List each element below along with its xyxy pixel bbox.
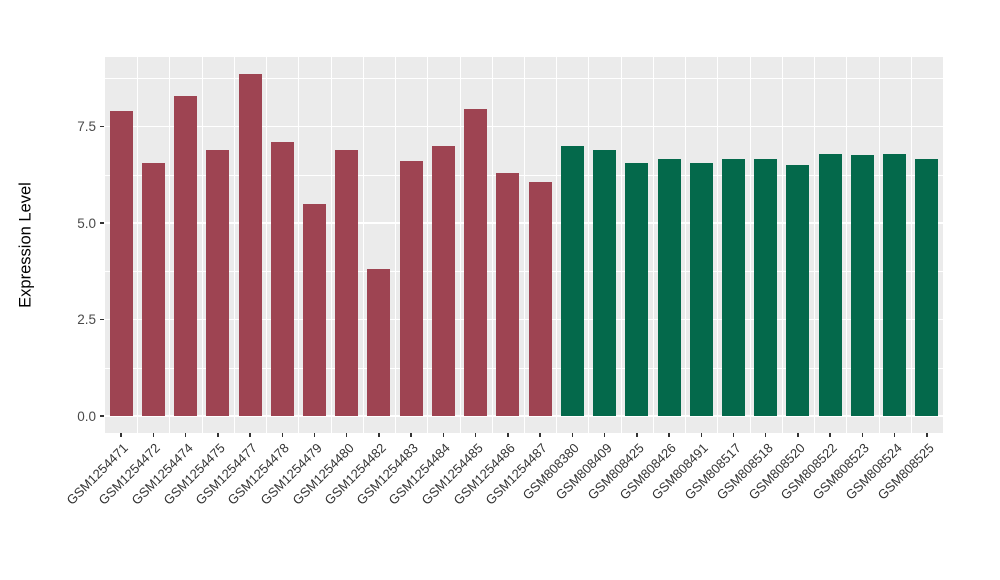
bar <box>141 163 165 416</box>
minor-gridline-vertical <box>233 57 235 433</box>
y-tick-label: 2.5 <box>77 312 96 327</box>
bar <box>625 163 649 416</box>
y-axis-tick <box>100 125 104 128</box>
bar <box>722 159 745 416</box>
minor-gridline-vertical <box>846 57 848 433</box>
y-axis-tick <box>100 222 104 224</box>
minor-gridline-vertical <box>491 57 493 433</box>
bar <box>850 155 874 416</box>
bar <box>431 145 455 416</box>
bar <box>399 161 423 416</box>
minor-gridline-vertical <box>749 57 751 433</box>
x-tick-label: GSM1254471 <box>63 440 132 508</box>
x-axis-tick <box>797 433 799 437</box>
x-axis-tick <box>410 433 412 437</box>
minor-gridline-vertical <box>459 57 461 433</box>
x-axis-tick <box>603 433 606 437</box>
x-axis-tick <box>861 433 864 437</box>
minor-gridline-vertical <box>814 57 816 433</box>
x-axis-tick <box>636 433 638 437</box>
minor-gridline-vertical <box>685 57 687 433</box>
x-axis-tick <box>571 433 574 437</box>
minor-gridline-vertical <box>717 57 719 433</box>
bar <box>109 111 133 416</box>
x-axis-tick <box>700 433 703 437</box>
bar <box>560 145 584 416</box>
bar <box>206 149 230 416</box>
x-axis-tick <box>345 433 348 437</box>
minor-gridline-vertical <box>137 57 139 433</box>
x-axis-tick <box>893 433 896 437</box>
minor-gridline-vertical <box>201 57 203 433</box>
minor-gridline-vertical <box>266 57 268 433</box>
x-axis-tick <box>829 433 831 437</box>
bar <box>174 95 198 416</box>
minor-gridline-vertical <box>556 57 558 433</box>
bar <box>593 149 617 416</box>
minor-gridline-vertical <box>362 57 364 433</box>
bar <box>883 153 907 416</box>
x-axis-tick <box>507 433 509 437</box>
bar <box>367 269 391 416</box>
bar <box>528 182 552 416</box>
y-tick-label: 0.0 <box>77 408 96 424</box>
minor-gridline-vertical <box>524 57 525 433</box>
y-tick-label: 7.5 <box>77 119 96 134</box>
bar <box>496 172 520 416</box>
minor-gridline-vertical <box>781 57 783 433</box>
x-axis-tick <box>732 433 735 437</box>
bar <box>754 159 778 416</box>
x-axis-tick <box>474 433 477 437</box>
y-tick-label: 5.0 <box>77 215 96 231</box>
bar <box>657 159 681 416</box>
x-axis-tick <box>152 433 155 437</box>
y-axis-tick <box>100 318 104 321</box>
bar <box>915 159 939 416</box>
bar <box>270 141 294 416</box>
x-axis-tick <box>249 433 251 437</box>
minor-gridline-vertical <box>427 57 429 433</box>
minor-gridline-vertical <box>620 57 622 433</box>
minor-gridline-vertical <box>588 57 590 433</box>
bar <box>689 163 713 416</box>
bar <box>786 165 810 416</box>
x-axis-tick <box>184 433 187 437</box>
x-axis-tick <box>120 433 122 437</box>
minor-gridline-vertical <box>395 57 397 433</box>
plot-panel <box>105 57 943 433</box>
x-axis-tick <box>313 433 316 437</box>
x-axis-tick <box>442 433 445 437</box>
bar <box>818 153 842 416</box>
x-axis-tick <box>926 433 928 437</box>
x-axis-tick <box>281 433 284 437</box>
x-axis-tick <box>668 433 670 437</box>
y-axis-title: Expression Level <box>16 182 35 308</box>
bar <box>238 74 262 416</box>
bar <box>335 149 359 416</box>
y-axis-tick <box>100 415 104 417</box>
minor-gridline-vertical <box>910 57 912 433</box>
minor-gridline-vertical <box>169 57 171 433</box>
x-axis-tick <box>217 433 219 437</box>
x-axis-tick <box>764 433 767 437</box>
x-axis-tick <box>378 433 380 437</box>
minor-gridline-vertical <box>330 57 332 433</box>
x-axis-tick <box>539 433 541 437</box>
minor-gridline-vertical <box>298 57 300 433</box>
minor-gridline-vertical <box>652 57 654 433</box>
bar <box>464 109 488 416</box>
minor-gridline-vertical <box>878 57 880 433</box>
bar <box>303 203 326 416</box>
